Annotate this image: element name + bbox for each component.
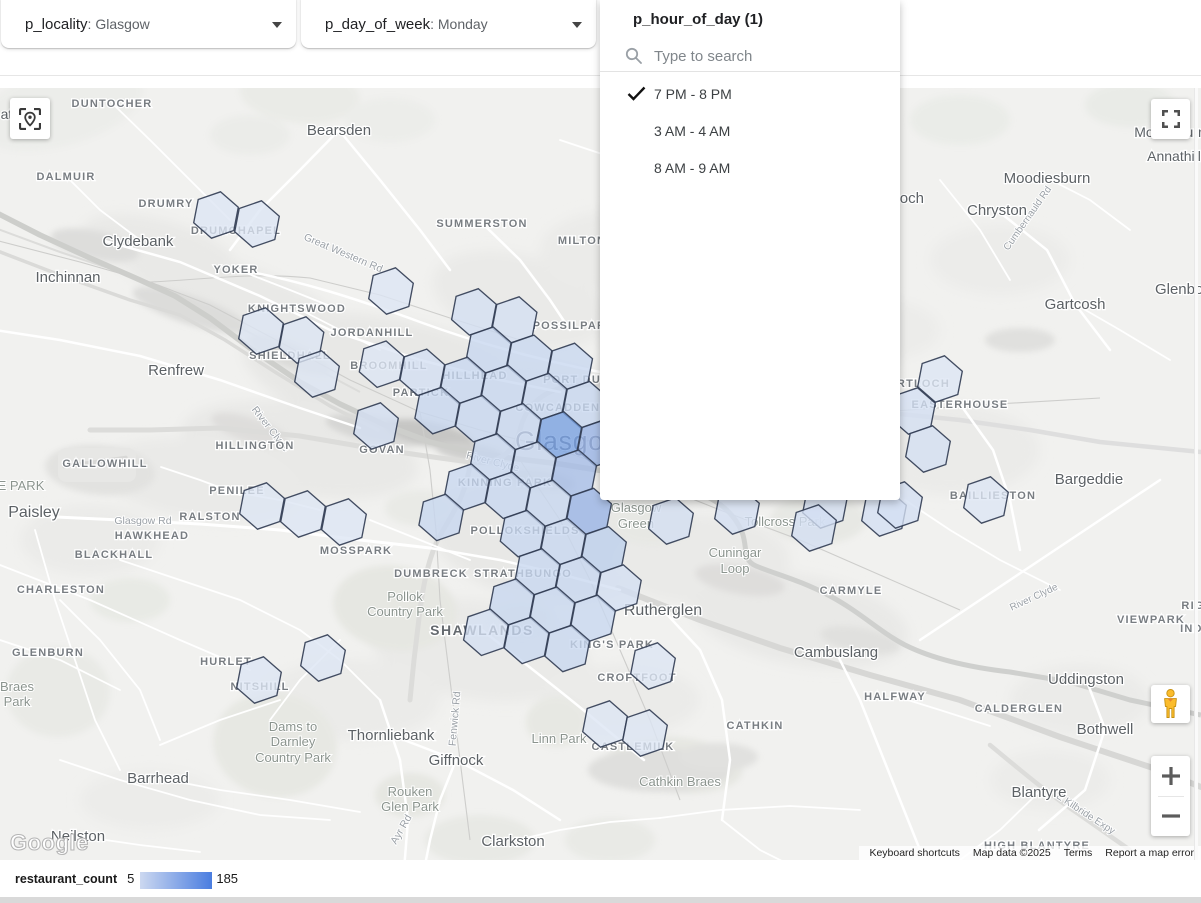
svg-text:Neilston: Neilston <box>51 828 105 845</box>
svg-text:HAWKHEAD: HAWKHEAD <box>115 530 189 542</box>
svg-text:Cathkin Braes: Cathkin Braes <box>639 774 721 789</box>
svg-text:Clarkston: Clarkston <box>481 833 544 850</box>
svg-text:Glasgow Rd: Glasgow Rd <box>114 515 171 527</box>
svg-text:Green: Green <box>618 516 654 531</box>
svg-text:Darnley: Darnley <box>271 734 316 749</box>
svg-text:CHARLESTON: CHARLESTON <box>17 584 105 596</box>
svg-text:Annathill: Annathill <box>1147 148 1201 164</box>
svg-text:Chryston: Chryston <box>967 202 1027 219</box>
svg-text:E PARK: E PARK <box>0 478 45 493</box>
svg-text:YOKER: YOKER <box>213 264 258 276</box>
svg-text:GALLOWHILL: GALLOWHILL <box>62 458 147 470</box>
svg-text:DUMBRECK: DUMBRECK <box>394 568 468 580</box>
svg-text:Giffnock: Giffnock <box>429 752 484 769</box>
svg-text:BLACKHALL: BLACKHALL <box>75 549 154 561</box>
svg-text:CALDERGLEN: CALDERGLEN <box>975 703 1063 715</box>
svg-text:Dams to: Dams to <box>269 719 317 734</box>
svg-text:MILTON: MILTON <box>558 235 606 247</box>
svg-text:HALFWAY: HALFWAY <box>864 691 926 703</box>
svg-text:Clydebank: Clydebank <box>103 233 174 250</box>
svg-text:Bothwell: Bothwell <box>1077 721 1134 738</box>
svg-text:Fenwick Rd: Fenwick Rd <box>447 691 464 747</box>
svg-text:Renfrew: Renfrew <box>148 362 204 379</box>
svg-text:Barrhead: Barrhead <box>127 770 189 787</box>
svg-text:Cuningar: Cuningar <box>709 545 762 560</box>
svg-text:Country Park: Country Park <box>367 604 443 619</box>
svg-text:Rutherglen: Rutherglen <box>624 602 702 619</box>
svg-text:CATHKIN: CATHKIN <box>726 720 783 732</box>
svg-text:Braes: Braes <box>0 679 34 694</box>
svg-text:MOSSPARK: MOSSPARK <box>320 545 392 557</box>
svg-text:VIEWPARK: VIEWPARK <box>1117 614 1185 626</box>
svg-text:RALSTON: RALSTON <box>179 511 240 523</box>
svg-text:HURLET: HURLET <box>200 656 252 668</box>
svg-text:Cambuslang: Cambuslang <box>794 644 878 661</box>
svg-text:Glen Park: Glen Park <box>381 799 439 814</box>
svg-text:Pollok: Pollok <box>387 589 423 604</box>
svg-text:Country Park: Country Park <box>255 750 331 765</box>
svg-text:Moodiesburn: Moodiesburn <box>1004 170 1091 187</box>
svg-text:Uddingston: Uddingston <box>1048 671 1124 688</box>
svg-text:Glasgow: Glasgow <box>611 500 662 515</box>
svg-text:DRUMRY: DRUMRY <box>138 198 193 210</box>
svg-text:KNIGHTSWOOD: KNIGHTSWOOD <box>248 303 346 315</box>
svg-text:DALMUIR: DALMUIR <box>36 171 95 183</box>
svg-text:CARMYLE: CARMYLE <box>820 585 883 597</box>
svg-text:GLENBURN: GLENBURN <box>12 647 84 659</box>
svg-text:Gartcosh: Gartcosh <box>1045 296 1106 313</box>
svg-text:Paisley: Paisley <box>8 504 60 521</box>
svg-text:RIG: RIG <box>1181 600 1201 612</box>
svg-text:Park: Park <box>4 694 31 709</box>
svg-text:Inchinnan: Inchinnan <box>35 269 100 286</box>
svg-text:DUNTOCHER: DUNTOCHER <box>72 98 153 110</box>
svg-text:Loop: Loop <box>721 561 750 576</box>
svg-text:POSSILPARK: POSSILPARK <box>533 320 616 332</box>
svg-text:Bearsden: Bearsden <box>307 122 371 139</box>
svg-text:Rouken: Rouken <box>388 784 433 799</box>
svg-text:Glenboig: Glenboig <box>1155 281 1201 298</box>
svg-text:SUMMERSTON: SUMMERSTON <box>436 218 527 230</box>
svg-text:Thornliebank: Thornliebank <box>348 727 435 744</box>
svg-text:JORDANHILL: JORDANHILL <box>331 327 414 339</box>
svg-text:Blantyre: Blantyre <box>1011 784 1066 801</box>
svg-text:Bargeddie: Bargeddie <box>1055 471 1123 488</box>
svg-text:HILLINGTON: HILLINGTON <box>215 440 294 452</box>
svg-text:Linn Park: Linn Park <box>532 731 587 746</box>
